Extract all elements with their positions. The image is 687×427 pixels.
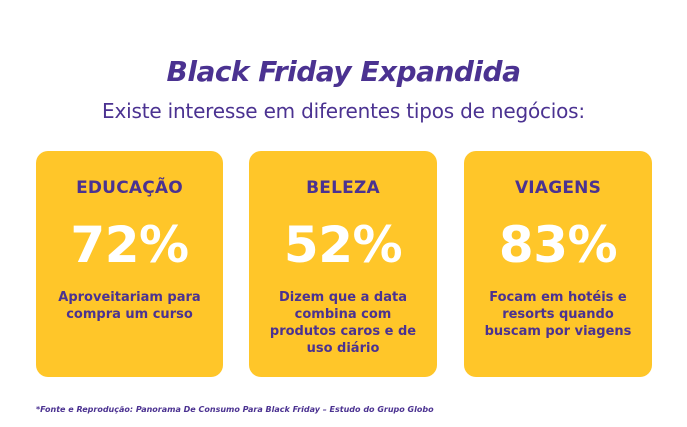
- stat-card-educacao: EDUCAÇÃO 72% Aproveitariam para compra u…: [36, 151, 223, 377]
- source-footnote: *Fonte e Reprodução: Panorama De Consumo…: [36, 405, 434, 414]
- stat-card-viagens: VIAGENS 83% Focam em hotéis e resorts qu…: [464, 151, 652, 377]
- page-subtitle: Existe interesse em diferentes tipos de …: [102, 99, 585, 123]
- stat-card-description: Aproveitariam para compra um curso: [58, 290, 201, 322]
- stat-card-description: Dizem que a data combina com produtos ca…: [269, 290, 417, 356]
- stat-card-label: VIAGENS: [514, 178, 602, 198]
- stat-card-value: 72%: [70, 216, 189, 274]
- stat-card-value: 52%: [283, 216, 403, 274]
- page-title: Black Friday Expandida: [166, 55, 521, 88]
- stat-card-label: EDUCAÇÃO: [76, 178, 183, 198]
- stat-card-label: BELEZA: [306, 178, 380, 198]
- stat-card-beleza: BELEZA 52% Dizem que a data combina com …: [249, 151, 437, 377]
- stat-card-description: Focam em hotéis e resorts quando buscam …: [484, 290, 632, 339]
- stat-card-value: 83%: [498, 216, 618, 274]
